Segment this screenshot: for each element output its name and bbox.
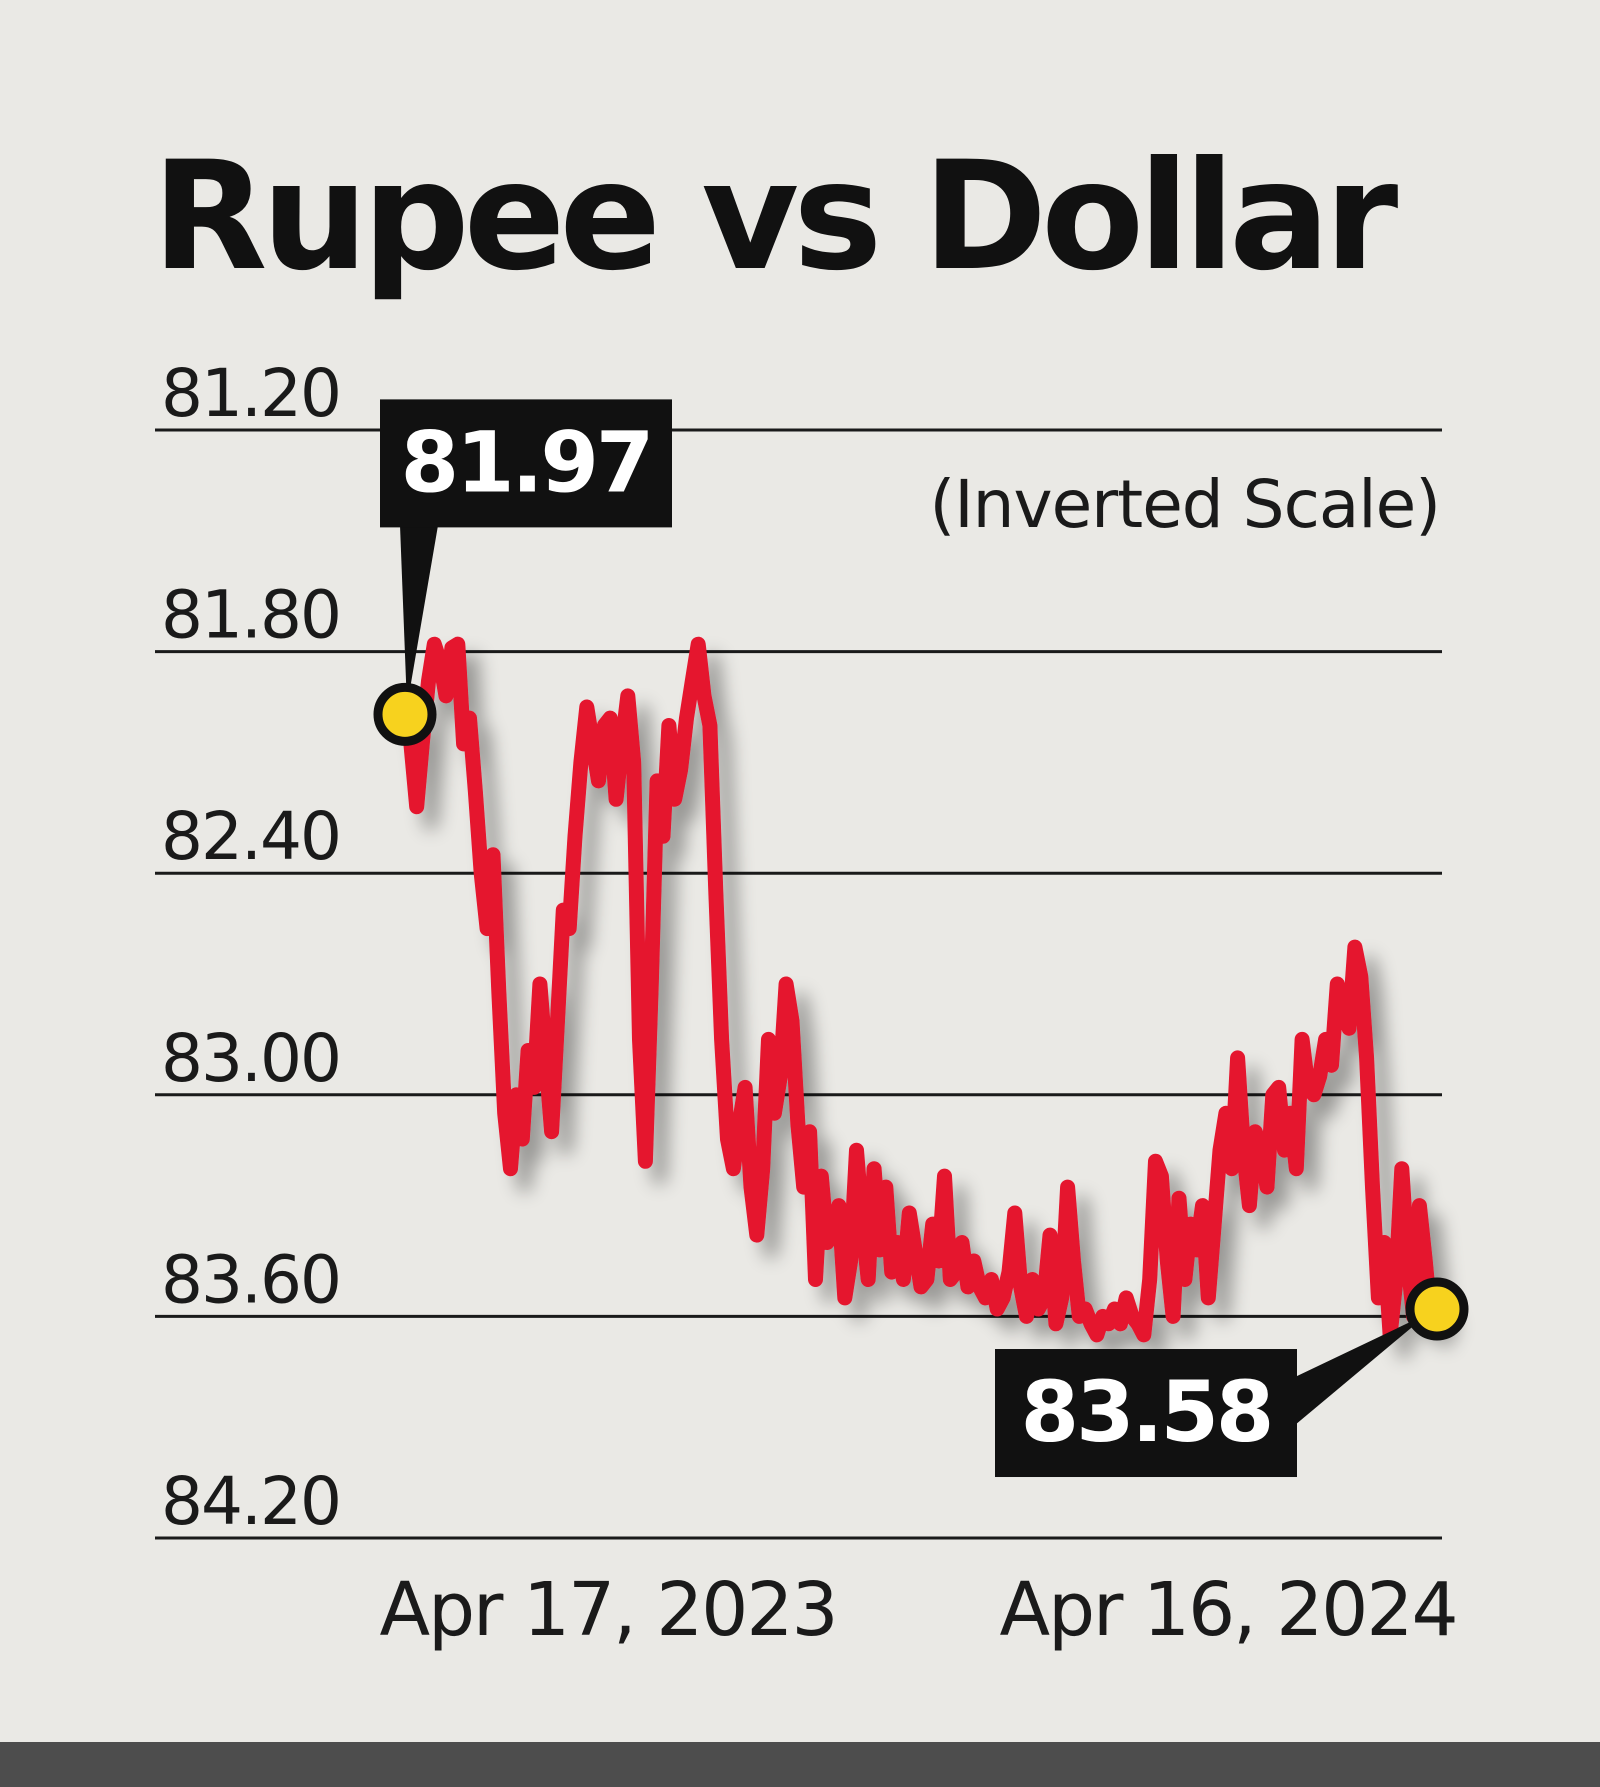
chart-title: Rupee vs Dollar: [152, 130, 1398, 304]
y-tick-label: 84.20: [161, 1463, 340, 1540]
y-tick-label: 83.00: [161, 1020, 340, 1097]
y-tick-label: 83.60: [161, 1241, 340, 1318]
end-point-marker: [1405, 1277, 1469, 1341]
start-point-marker: [373, 682, 437, 746]
y-axis-ticks: 81.20 81.80 82.40 83.00 83.60 84.20: [161, 355, 342, 1540]
gridlines: [155, 428, 1442, 1540]
callout-end-box: [995, 1349, 1297, 1478]
callout-end-label: 83.58: [1021, 1363, 1272, 1461]
callout-start: 81.97: [380, 399, 672, 707]
bottom-bar: [0, 1742, 1600, 1787]
callout-end-pointer: [1295, 1313, 1429, 1426]
callout-start-box: [380, 399, 672, 528]
y-tick-label: 81.80: [161, 577, 340, 654]
x-label-end: Apr 16, 2024: [999, 1567, 1456, 1653]
callout-end: 83.58: [995, 1313, 1429, 1478]
x-label-start: Apr 17, 2023: [379, 1567, 836, 1653]
inverted-scale-note: (Inverted Scale): [929, 466, 1440, 543]
callout-start-label: 81.97: [401, 413, 652, 511]
series-line: [397, 636, 1445, 1343]
y-tick-label: 81.20: [161, 355, 340, 432]
y-tick-label: 82.40: [161, 798, 340, 875]
callout-start-pointer: [400, 525, 438, 707]
